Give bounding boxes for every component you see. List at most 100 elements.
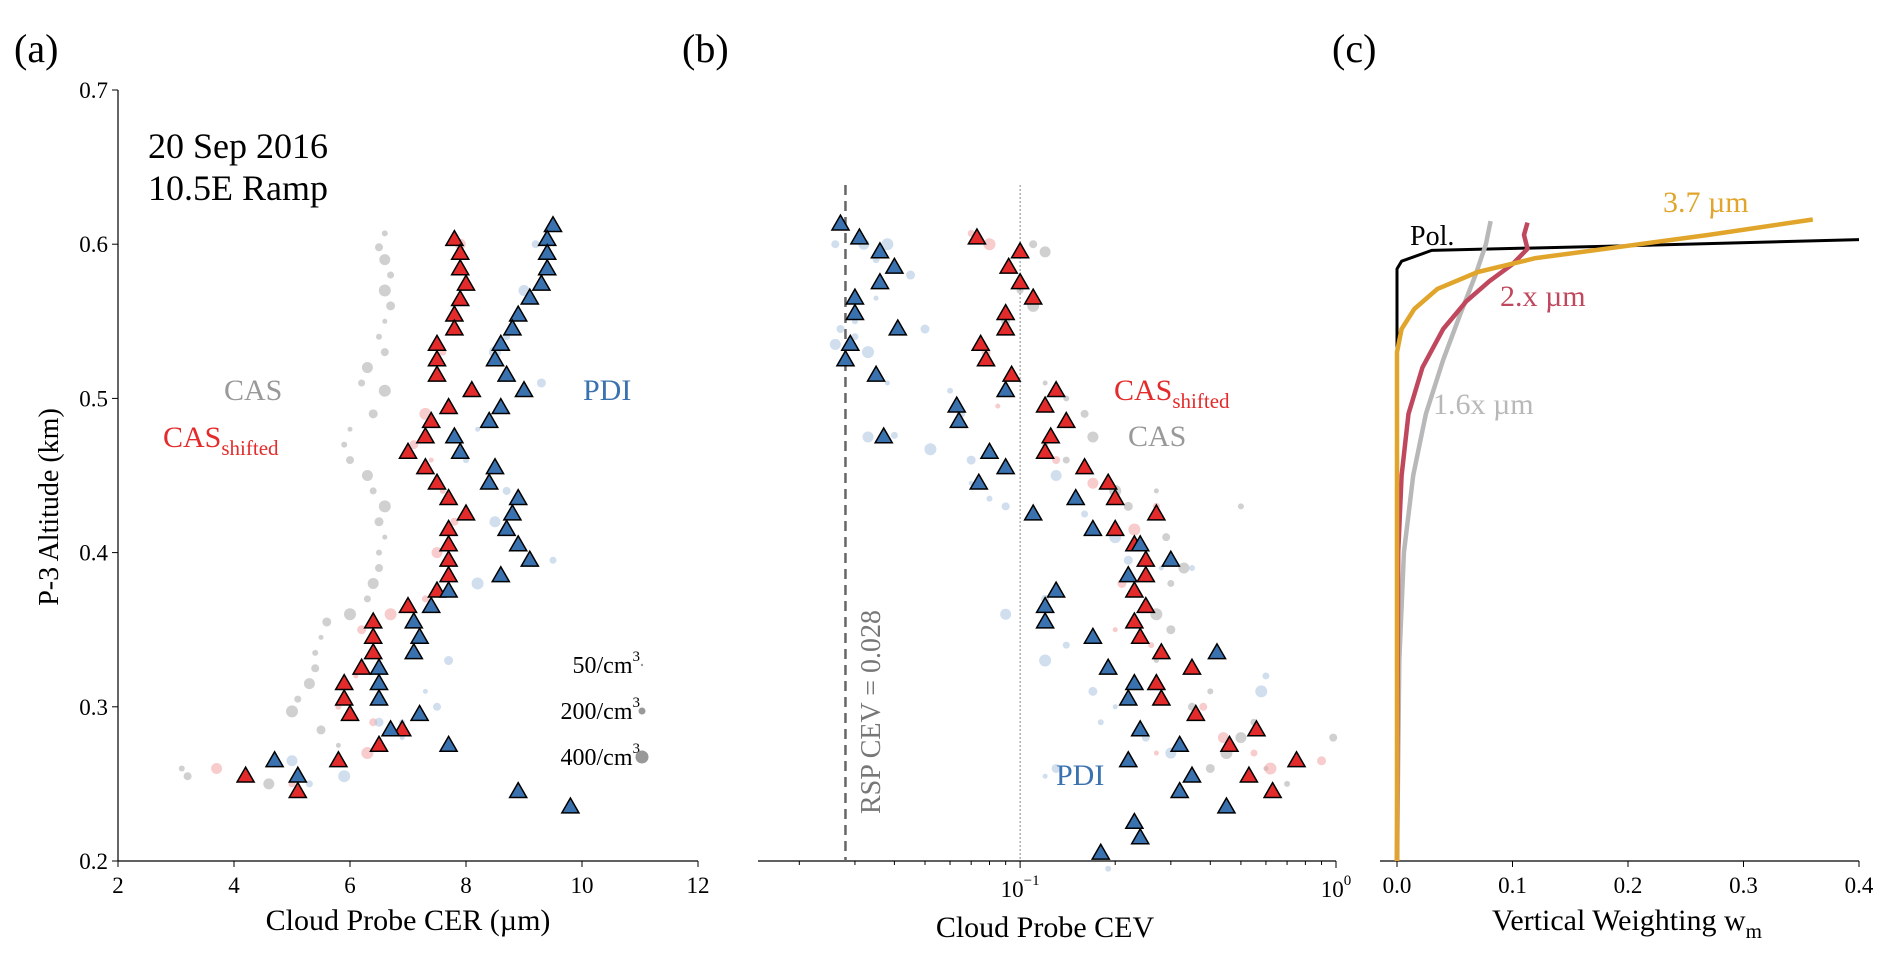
- cas-shifted-triangle: [995, 318, 1016, 336]
- cas-point: [358, 379, 366, 387]
- cas-point: [294, 695, 302, 703]
- x-tick-label: 12: [687, 873, 710, 898]
- date-annotation: 20 Sep 2016: [148, 126, 328, 166]
- cas-shifted-triangle: [998, 256, 1019, 274]
- pdi-triangle: [949, 411, 969, 429]
- flight-annotation: 10.5E Ramp: [148, 168, 328, 208]
- pdi-triangle: [287, 765, 308, 783]
- pdi-triangle: [1207, 642, 1227, 660]
- pdi-point: [502, 486, 511, 495]
- label-2xum: 2.x µm: [1500, 280, 1586, 313]
- pdi-triangle: [1182, 765, 1202, 783]
- cas-point: [374, 517, 384, 527]
- pdi-triangle: [1083, 626, 1103, 645]
- panel-b-label: (b): [682, 26, 729, 71]
- cas-shifted-triangle: [235, 765, 256, 783]
- pdi-triangle: [1118, 750, 1139, 768]
- pdi-triangle: [845, 303, 865, 321]
- cas-point: [1042, 380, 1048, 386]
- pdi-point: [924, 443, 937, 456]
- cas-shifted-triangle: [456, 273, 476, 291]
- pdi-triangle: [543, 215, 563, 233]
- weighting-curve-w16: [1394, 220, 1493, 862]
- cas-shifted-triangle: [1035, 441, 1055, 459]
- pdi-triangle: [496, 518, 517, 537]
- label-pdi-b: PDI: [1056, 759, 1104, 792]
- cas-shifted-triangle: [1219, 734, 1240, 752]
- pdi-triangle: [1046, 580, 1066, 598]
- pdi-triangle: [866, 364, 886, 382]
- cas-point: [341, 441, 348, 448]
- pdi-triangle: [1124, 811, 1145, 830]
- pdi-triangle: [369, 688, 389, 706]
- cas-shifted-triangle: [351, 657, 372, 675]
- pdi-point: [1188, 565, 1195, 572]
- cas-point: [361, 470, 373, 481]
- x-axis-title-b: Cloud Probe CEV: [936, 911, 1155, 944]
- size-legend-marker-50: [640, 663, 644, 667]
- cas-shifted-triangle: [398, 441, 418, 459]
- cas-shifted-point: [1317, 756, 1327, 766]
- cas-point: [386, 301, 396, 311]
- cas-point: [1080, 409, 1089, 418]
- pdi-point: [920, 324, 930, 334]
- cas-shifted-point: [428, 457, 434, 463]
- cas-point: [312, 649, 319, 656]
- pdi-point: [890, 431, 898, 439]
- pdi-triangle: [946, 395, 967, 413]
- cas-point: [303, 678, 315, 690]
- pdi-triangle: [845, 287, 865, 305]
- cas-point: [1167, 579, 1175, 587]
- cas-shifted-point: [1199, 702, 1208, 711]
- pdi-point: [489, 516, 501, 528]
- weighting-curve-w37: [1394, 217, 1814, 861]
- size-legend: 50/cm3 200/cm3 400/cm3: [561, 649, 649, 771]
- pdi-point: [536, 378, 546, 388]
- cas-point: [1237, 503, 1244, 510]
- cas-shifted-triangle: [1074, 457, 1095, 475]
- weighting-curve-w2x: [1394, 221, 1530, 862]
- x-tick-label: 100: [1321, 873, 1352, 902]
- x-tick-label: 8: [460, 873, 472, 898]
- pdi-triangle: [369, 673, 389, 691]
- cas-point: [263, 778, 275, 790]
- cas-shifted-triangle: [363, 611, 384, 629]
- cas-shifted-triangle: [450, 258, 471, 276]
- cas-point: [380, 348, 389, 357]
- pdi-triangle: [870, 272, 890, 290]
- pdi-triangle: [873, 426, 894, 444]
- label-pdi-a: PDI: [583, 374, 631, 407]
- cas-shifted-triangle: [334, 673, 355, 691]
- cas-point: [382, 318, 388, 324]
- cas-point: [178, 765, 185, 772]
- pdi-point: [881, 238, 894, 251]
- size-legend-400: 400/cm3: [561, 741, 641, 771]
- pdi-triangle: [438, 734, 459, 752]
- y-tick-label: 0.3: [79, 695, 108, 720]
- cas-point: [286, 705, 298, 718]
- x-axis-title-c: Vertical Weighting wm: [1492, 904, 1762, 943]
- cas-shifted-triangle: [967, 227, 987, 245]
- cas-shifted-triangle: [461, 380, 482, 398]
- pdi-triangle: [1160, 549, 1181, 567]
- label-3.7um: 3.7 µm: [1663, 186, 1749, 219]
- cas-point: [1162, 533, 1171, 542]
- pdi-triangle: [438, 580, 459, 598]
- pdi-point: [531, 240, 540, 249]
- pdi-triangle: [840, 333, 861, 352]
- cas-point: [378, 500, 391, 513]
- pdi-point: [906, 270, 916, 280]
- cas-shifted-point: [421, 595, 429, 603]
- pdi-triangle: [995, 380, 1016, 398]
- x-tick-label: 0.2: [1614, 873, 1643, 898]
- pdi-point: [1105, 865, 1112, 872]
- cas-point: [183, 772, 192, 781]
- cas-shifted-triangle: [415, 457, 436, 475]
- cas-shifted-triangle: [427, 580, 447, 598]
- pdi-triangle: [450, 441, 471, 459]
- pdi-triangle: [835, 349, 856, 367]
- cas-point: [1123, 501, 1133, 511]
- pdi-point: [862, 431, 874, 443]
- cas-shifted-triangle: [392, 719, 413, 737]
- panel-a-label: (a): [14, 26, 58, 71]
